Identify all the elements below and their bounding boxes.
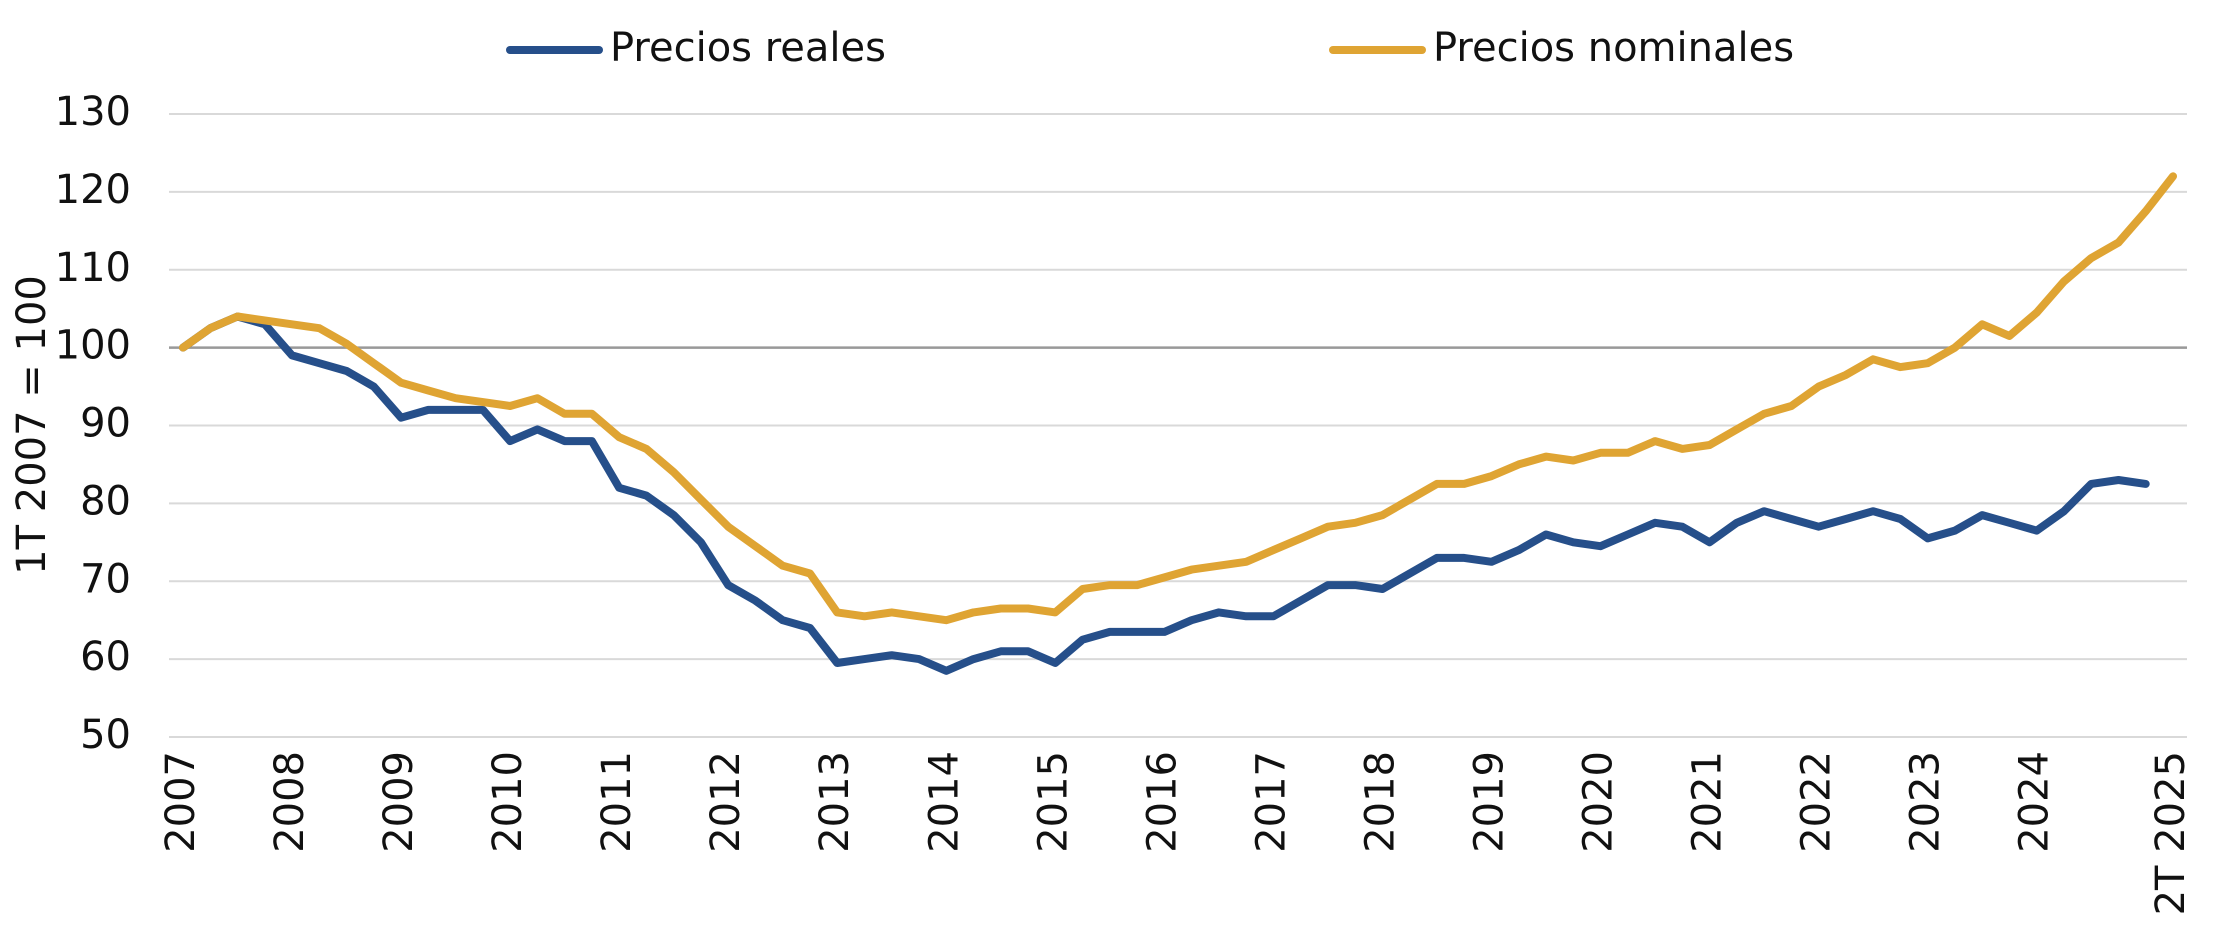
x-tick-label: 2018 bbox=[1357, 751, 1403, 853]
legend-label: Precios reales bbox=[610, 25, 886, 71]
x-tick-label: 2017 bbox=[1248, 751, 1294, 853]
y-tick-label: 80 bbox=[80, 478, 131, 524]
x-tick-label: 2008 bbox=[267, 751, 313, 853]
y-tick-label: 50 bbox=[80, 712, 131, 758]
x-tick-label: 2016 bbox=[1139, 751, 1185, 853]
y-tick-label: 120 bbox=[55, 167, 131, 213]
x-tick-label: 2007 bbox=[158, 751, 204, 853]
legend-label: Precios nominales bbox=[1433, 25, 1794, 71]
x-tick-label: 2015 bbox=[1030, 751, 1076, 853]
y-tick-label: 70 bbox=[80, 556, 131, 602]
y-tick-label: 90 bbox=[80, 401, 131, 447]
y-tick-label: 60 bbox=[80, 634, 131, 680]
x-tick-label: 2013 bbox=[812, 751, 858, 853]
x-tick-label: 2019 bbox=[1466, 751, 1512, 853]
y-tick-label: 110 bbox=[55, 245, 131, 291]
x-tick-label: 2009 bbox=[376, 751, 422, 853]
series-line bbox=[179, 312, 2150, 675]
y-tick-label: 100 bbox=[55, 323, 131, 369]
y-tick-label: 130 bbox=[55, 89, 131, 135]
x-tick-label: 2023 bbox=[1903, 751, 1949, 853]
x-tick-label: 2020 bbox=[1576, 751, 1622, 853]
x-tick-label: 2T 2025 bbox=[2148, 751, 2194, 915]
x-tick-label: 2010 bbox=[485, 751, 531, 853]
x-tick-label: 2011 bbox=[594, 751, 640, 853]
x-tick-label: 2022 bbox=[1794, 751, 1840, 853]
x-tick-label: 2024 bbox=[2012, 751, 2058, 853]
x-tick-label: 2012 bbox=[703, 751, 749, 853]
y-axis-title: 1T 2007 = 100 bbox=[9, 275, 55, 575]
x-tick-label: 2021 bbox=[1685, 751, 1731, 853]
x-tick-label: 2014 bbox=[921, 751, 967, 853]
series-line bbox=[179, 172, 2177, 625]
